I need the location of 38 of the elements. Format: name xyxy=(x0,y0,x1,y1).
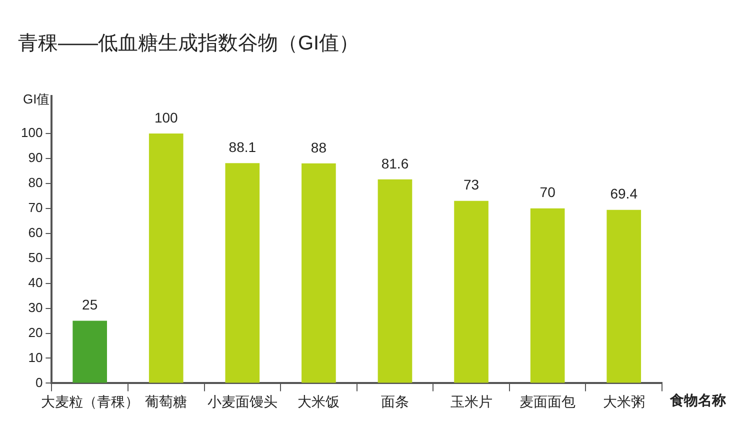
y-tick-label: 90 xyxy=(28,150,43,166)
data-label: 73 xyxy=(463,176,480,193)
y-tick-label: 40 xyxy=(28,274,43,290)
y-tick-label: 70 xyxy=(28,200,43,215)
y-tick-label: 80 xyxy=(28,174,43,190)
bar xyxy=(72,320,107,383)
x-tick-label: 小麦面馒头 xyxy=(207,393,278,410)
y-tick-label: 10 xyxy=(28,350,43,365)
x-tick-label: 玉米片 xyxy=(450,393,492,410)
x-tick-label: 大米粥 xyxy=(602,393,645,410)
y-tick-label: 50 xyxy=(28,250,43,265)
bar xyxy=(454,200,488,383)
bar xyxy=(530,208,565,383)
bar xyxy=(606,210,642,383)
x-tick-label: 大米饭 xyxy=(298,393,340,410)
bar xyxy=(148,133,184,383)
data-label: 70 xyxy=(540,184,556,200)
y-tick-label: 100 xyxy=(20,125,43,140)
x-axis-title: 食物名称 xyxy=(669,392,726,408)
x-tick-label: 面条 xyxy=(380,393,409,410)
x-tick-label: 大麦粒（青稞） xyxy=(40,393,139,410)
data-label: 81.6 xyxy=(381,155,409,172)
bar xyxy=(225,163,260,383)
x-tick-label: 麦面面包 xyxy=(520,393,576,410)
x-tick-label: 葡萄糖 xyxy=(145,393,188,410)
data-label: 69.4 xyxy=(610,186,638,202)
data-label: 88.1 xyxy=(228,139,256,156)
y-tick-label: 30 xyxy=(28,300,43,315)
data-label: 100 xyxy=(154,109,178,126)
chart-title: 青稞——低血糖生成指数谷物（GI值） xyxy=(18,32,360,55)
data-label: 25 xyxy=(82,296,98,313)
bar xyxy=(378,179,412,383)
y-tick-label: 60 xyxy=(28,224,43,240)
y-tick-label: 0 xyxy=(35,374,43,390)
y-axis-title: GI值 xyxy=(22,92,50,107)
bar xyxy=(302,163,336,383)
y-tick-label: 20 xyxy=(28,324,43,340)
data-label: 88 xyxy=(310,139,327,156)
